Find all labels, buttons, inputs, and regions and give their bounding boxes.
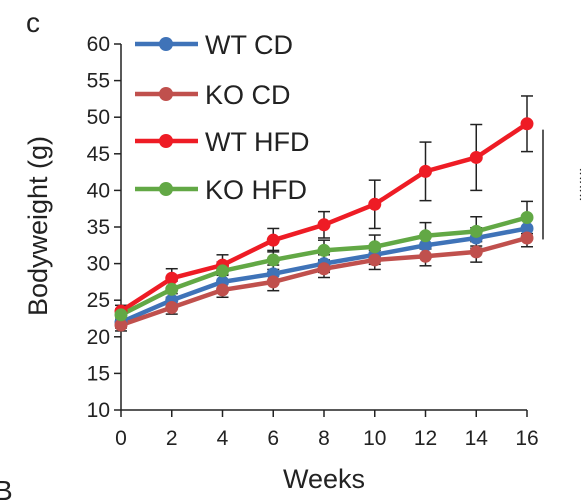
data-point	[469, 150, 483, 164]
data-point	[114, 318, 128, 332]
x-tick-label: 6	[267, 427, 279, 450]
data-point	[469, 245, 483, 259]
x-tick-label: 0	[115, 427, 127, 450]
y-tick-label: 10	[87, 399, 110, 422]
y-tick-label: 25	[87, 289, 110, 312]
data-point	[114, 308, 128, 322]
data-point	[266, 233, 280, 247]
data-point	[317, 262, 331, 276]
data-point	[165, 301, 179, 315]
y-axis-title: Bodyweight (g)	[23, 136, 53, 316]
significance-annotation: ****	[542, 129, 581, 240]
data-point	[165, 282, 179, 296]
stray-panel-label: B	[0, 475, 13, 502]
legend-swatch-marker	[159, 37, 173, 51]
data-point	[216, 283, 229, 297]
data-point	[469, 224, 483, 238]
data-point	[266, 275, 280, 289]
data-point	[520, 210, 534, 224]
data-point	[165, 271, 179, 285]
data-point	[419, 229, 432, 243]
y-tick-label: 45	[87, 143, 110, 166]
legend-label: KO CD	[205, 80, 291, 110]
x-tick-label: 2	[166, 427, 178, 450]
legend-label: KO HFD	[205, 175, 307, 205]
legend-label: WT HFD	[205, 127, 309, 157]
x-tick-label: 10	[363, 427, 386, 450]
y-tick-label: 55	[87, 70, 110, 93]
x-tick-label: 16	[515, 427, 538, 450]
x-tick-label: 4	[217, 427, 229, 450]
legend: WT CD KO CD WT HFD KO HFD	[135, 30, 309, 205]
x-tick-label: 12	[414, 427, 437, 450]
x-ticks: 0 2 4 6 8 10 12 14 16	[115, 410, 539, 450]
significance-stars: ****	[567, 167, 581, 202]
y-tick-label: 35	[87, 216, 110, 239]
data-point	[266, 253, 280, 267]
data-point	[368, 253, 382, 267]
data-point	[317, 218, 331, 232]
data-point	[368, 197, 382, 211]
x-axis-title: Weeks	[283, 464, 365, 494]
legend-swatch-marker	[159, 87, 173, 101]
y-tick-label: 40	[87, 179, 110, 202]
panel-label: c	[26, 7, 40, 38]
data-point	[520, 117, 534, 131]
legend-label: WT CD	[205, 30, 293, 60]
series-points	[114, 117, 534, 332]
y-tick-label: 15	[87, 362, 110, 385]
x-tick-label: 14	[465, 427, 489, 450]
y-tick-label: 30	[87, 253, 110, 276]
data-point	[419, 238, 432, 252]
y-tick-label: 50	[87, 106, 110, 129]
data-point	[419, 164, 432, 178]
data-point	[317, 243, 331, 257]
y-tick-label: 60	[87, 33, 110, 56]
legend-swatch-marker	[159, 134, 173, 148]
data-point	[368, 240, 382, 254]
x-tick-label: 8	[318, 427, 330, 450]
legend-swatch-marker	[159, 182, 173, 196]
data-point	[216, 264, 229, 278]
data-point	[520, 221, 534, 235]
y-tick-label: 20	[87, 326, 110, 349]
data-point	[419, 249, 432, 263]
data-point	[520, 231, 534, 245]
y-ticks: 10 15 20 25 30 35 40 45 50 55 60	[87, 33, 121, 422]
